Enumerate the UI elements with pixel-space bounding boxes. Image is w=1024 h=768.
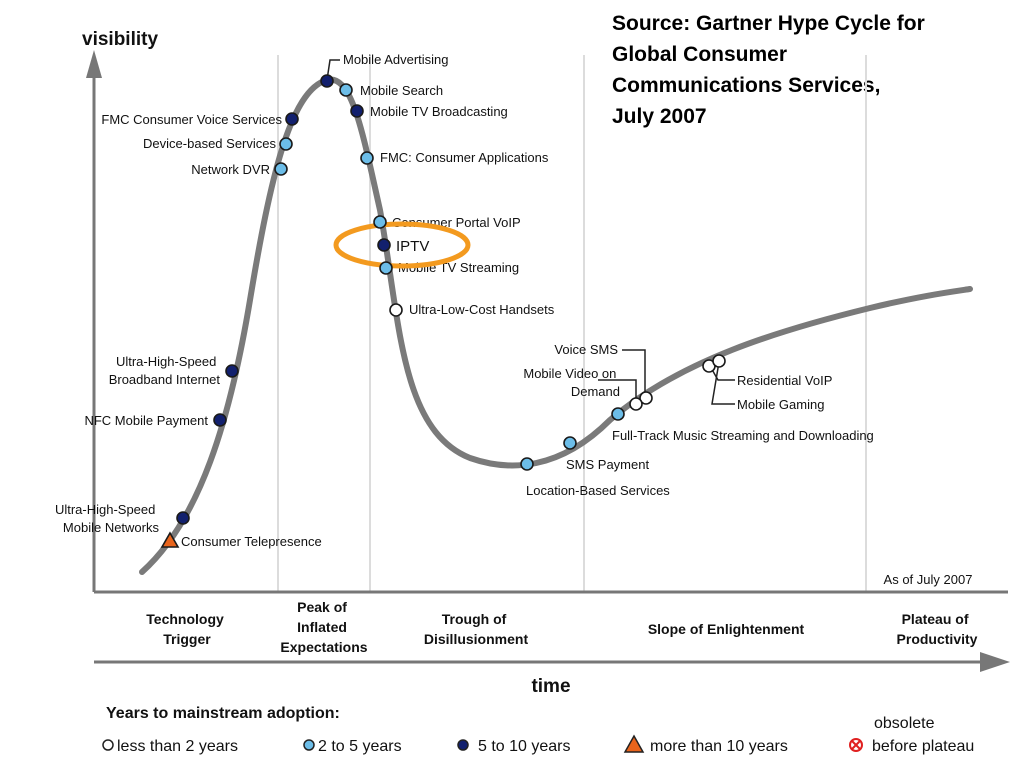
legend-swatch [457,739,469,751]
tech-label: Mobile Advertising [343,52,449,67]
tech-label: Network DVR [191,162,270,177]
legend-label: less than 2 years [117,738,238,755]
tech-label: Ultra-Low-Cost Handsets [409,302,555,317]
tech-label: Ultra-High-Speed Broadband Internet [109,354,221,387]
connector [711,361,735,405]
source-line: Source: Gartner Hype Cycle for [612,12,925,35]
connector [598,379,637,400]
y-axis-label: visibility [82,29,158,50]
x-axis-label: time [531,676,570,697]
source-caption: Source: Gartner Hype Cycle for Global Co… [612,8,1012,132]
legend-swatch [303,739,315,751]
tech-marker [350,104,364,118]
tech-label-iptv: IPTV [396,238,429,255]
tech-marker [563,436,577,450]
tech-marker [639,391,653,405]
tech-label: Ultra-High-Speed Mobile Networks [55,502,160,535]
obsolete-icon [849,738,863,752]
source-line: Global Consumer [612,43,788,66]
tech-marker [320,74,334,88]
legend-swatch [102,739,114,751]
tech-label: NFC Mobile Payment [84,413,208,428]
tech-marker [629,397,643,411]
legend-title: Years to mainstream adoption: [106,705,340,722]
legend-label: 2 to 5 years [318,738,402,755]
y-axis-arrow-icon [86,50,102,78]
iptv-highlight-ellipse [333,221,471,269]
tech-label: Residential VoIP [737,373,832,388]
tech-label: Device-based Services [143,136,276,151]
tech-marker [389,303,403,317]
tech-marker [379,261,393,275]
tech-marker [339,83,353,97]
phase-labels: Technology Trigger Peak of Inflated Expe… [146,599,977,655]
tech-marker [160,531,180,548]
tech-marker [712,354,726,368]
tech-label: Mobile Video on Demand [523,366,620,399]
tech-marker [520,457,534,471]
phase-separators [277,55,867,592]
tech-label: FMC Consumer Voice Services [101,112,282,127]
legend-swatch [623,734,645,753]
technology-labels: Mobile Advertising Mobile Search Mobile … [55,52,874,549]
tech-label: Mobile Gaming [737,397,824,412]
tech-label: FMC: Consumer Applications [380,150,549,165]
tech-marker [373,215,387,229]
phase-band [94,590,1010,672]
hype-curve [139,76,973,575]
tech-label: Voice SMS [554,342,618,357]
tech-marker [611,407,625,421]
technology-markers [160,74,726,548]
phase-slope: Slope of Enlightenment [648,621,805,637]
tech-marker [285,112,299,126]
source-line: Communications Services, [612,74,881,97]
tech-marker [213,413,227,427]
phase-peak: Peak of Inflated Expectations [280,599,367,655]
tech-marker [176,511,190,525]
tech-label: Consumer Telepresence [181,534,322,549]
label-connectors [326,59,735,405]
tech-label: Mobile TV Broadcasting [370,104,508,119]
phase-trough: Trough of Disillusionment [424,611,529,647]
tech-label: SMS Payment [566,457,649,472]
phase-plateau: Plateau of Productivity [897,611,978,647]
source-line: July 2007 [612,105,707,128]
as-of-label: As of July 2007 [884,572,973,587]
tech-marker [279,137,293,151]
x-axis-arrow-icon [980,652,1010,672]
legend: Years to mainstream adoption: less than … [102,705,974,755]
connector [622,349,646,395]
tech-label: Mobile Search [360,83,443,98]
tech-marker [274,162,288,176]
tech-label: Location-Based Services [526,483,670,498]
phase-technology-trigger: Technology Trigger [146,611,227,647]
connector [326,59,340,81]
y-axis [86,50,102,592]
legend-label: 5 to 10 years [478,738,571,755]
tech-label: Full-Track Music Streaming and Downloadi… [612,428,874,443]
tech-marker [225,364,239,378]
tech-marker [377,238,391,252]
legend-label-obsolete: obsolete before plateau [872,715,974,755]
legend-label: more than 10 years [650,738,788,755]
tech-marker [360,151,374,165]
